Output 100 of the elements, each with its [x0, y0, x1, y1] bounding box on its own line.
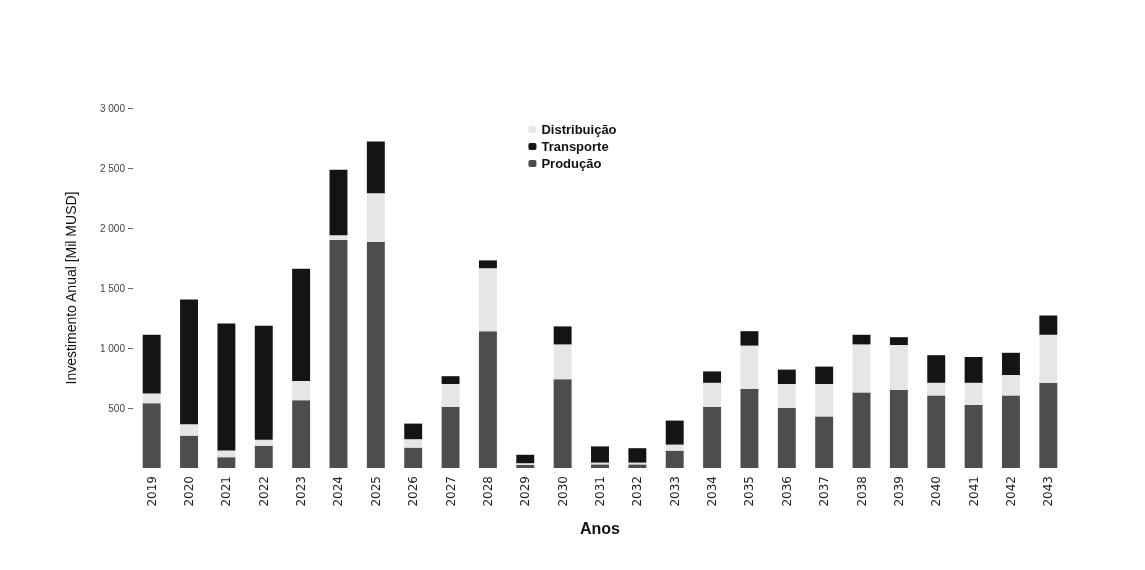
bar [1039, 382, 1058, 468]
x-tick-label: 2025 [368, 476, 383, 507]
x-tick-label: 2036 [779, 476, 794, 507]
bar [964, 357, 983, 383]
bar [292, 381, 311, 401]
bar [927, 355, 946, 383]
y-tick-label: 2 000 [99, 222, 126, 234]
bar [740, 345, 759, 389]
bar [777, 384, 796, 408]
bar [404, 439, 423, 448]
bar [142, 393, 161, 404]
legend-label: Produção [541, 156, 602, 171]
bar [852, 392, 871, 468]
y-axis-title: Investimento Anual [Mil MUSD] [63, 191, 79, 385]
bar [217, 323, 236, 451]
bar [329, 169, 348, 236]
bar [292, 268, 311, 381]
bar [329, 240, 348, 468]
bar [366, 241, 385, 468]
x-tick-label: 2038 [854, 476, 869, 507]
bar [703, 406, 722, 468]
bar [441, 406, 460, 468]
bar [254, 445, 273, 468]
bar [366, 141, 385, 194]
x-tick-label: 2019 [144, 476, 159, 507]
bar [1001, 395, 1020, 468]
bar [441, 384, 460, 407]
bar [964, 405, 983, 468]
bar [404, 447, 423, 468]
x-tick-label: 2035 [742, 476, 757, 507]
bar [927, 382, 946, 396]
bar [553, 326, 572, 345]
x-tick-label: 2039 [891, 476, 906, 507]
x-tick-label: 2041 [966, 476, 981, 507]
x-tick-label: 2026 [406, 476, 421, 507]
bar [478, 331, 497, 468]
x-tick-label: 2037 [817, 476, 832, 507]
bar [1001, 352, 1020, 375]
bar [815, 384, 834, 417]
bar [217, 457, 236, 468]
bar [553, 344, 572, 380]
x-tick-label: 2022 [256, 476, 271, 507]
bar [927, 395, 946, 468]
bar [366, 193, 385, 242]
bar [217, 450, 236, 458]
bar [142, 403, 161, 468]
x-axis-title: Anos [580, 519, 621, 537]
bar [441, 376, 460, 384]
x-tick-label: 2040 [929, 476, 944, 507]
bar [254, 325, 273, 440]
bar [777, 408, 796, 468]
bar [1039, 334, 1058, 383]
x-tick-label: 2033 [667, 476, 682, 507]
x-tick-label: 2034 [705, 476, 720, 507]
bar [665, 444, 684, 451]
bar [889, 390, 908, 468]
bar [815, 366, 834, 384]
bar [142, 334, 161, 394]
x-tick-label: 2032 [630, 476, 645, 507]
bar [852, 344, 871, 393]
bar [180, 299, 199, 425]
bar [478, 260, 497, 269]
y-tick-label: 1 000 [99, 342, 126, 354]
bar [628, 448, 647, 463]
bar [292, 400, 311, 468]
x-tick-label: 2024 [331, 476, 346, 507]
bar [964, 382, 983, 405]
x-tick-label: 2028 [480, 476, 495, 507]
bar [703, 382, 722, 407]
x-tick-label: 2023 [294, 476, 309, 507]
x-tick-label: 2027 [443, 476, 458, 507]
legend-label: Transporte [541, 139, 609, 154]
bar [478, 268, 497, 332]
bar [516, 454, 535, 464]
bar [740, 331, 759, 346]
bar [404, 423, 423, 440]
bar [665, 420, 684, 445]
x-tick-label: 2031 [593, 476, 607, 507]
y-tick-label: 500 [108, 402, 126, 414]
bar [180, 424, 199, 436]
bar [1001, 375, 1020, 396]
legend-label: Distribuição [541, 122, 617, 137]
bar [180, 435, 199, 468]
bar [1039, 315, 1058, 335]
x-tick-label: 2042 [1003, 476, 1018, 507]
x-tick-label: 2020 [182, 476, 197, 507]
x-tick-label: 2021 [219, 476, 234, 507]
x-tick-label: 2043 [1041, 476, 1056, 507]
bar [815, 416, 834, 468]
bar [329, 235, 348, 240]
y-tick-label: 1 500 [99, 282, 126, 294]
bar [740, 388, 759, 468]
x-tick-label: 2030 [555, 476, 570, 507]
y-tick-label: 2 500 [99, 162, 126, 174]
bar [665, 450, 684, 468]
bar [889, 345, 908, 390]
x-tick-label: 2029 [518, 476, 533, 507]
bar [777, 369, 796, 384]
bar [254, 439, 273, 446]
bar [591, 446, 609, 463]
